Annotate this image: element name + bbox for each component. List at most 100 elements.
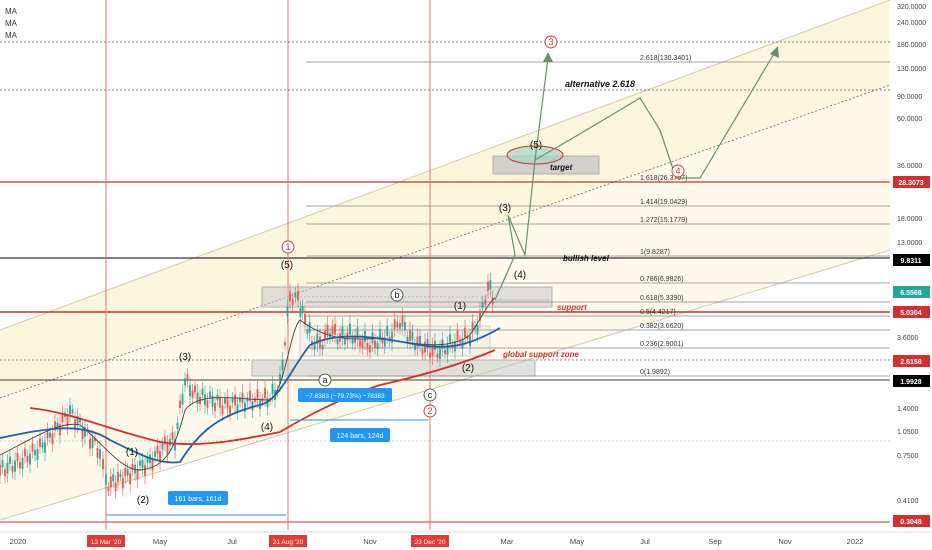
candle-body	[56, 422, 59, 428]
candle-body	[439, 348, 441, 360]
fib-label-1: 1.618(26.3797)	[640, 175, 687, 182]
price-badge-bg	[893, 286, 930, 298]
candle-body	[102, 459, 104, 470]
candle-body	[244, 402, 246, 412]
wave-label: (3)	[179, 352, 191, 363]
candle-body	[349, 323, 351, 335]
candle-body	[416, 336, 419, 348]
time-badge: 23 Dec '20	[415, 539, 446, 546]
annotation-bullish: bullish level	[563, 254, 610, 263]
annotation-target: target	[550, 163, 573, 172]
fib-label-4: 1(9.8287)	[640, 249, 670, 256]
candle-body	[186, 374, 189, 382]
time-tick: Mar	[501, 537, 514, 546]
ma-blue-line	[0, 327, 501, 464]
time-axis-bg	[0, 532, 932, 550]
candle-body	[308, 321, 311, 333]
candle-body	[171, 432, 174, 440]
fib-label-2: 1.414(19.0429)	[640, 199, 687, 206]
candle-body	[466, 335, 469, 339]
channel-fill	[0, 0, 890, 398]
candle-body	[313, 342, 316, 350]
candle-body	[99, 449, 101, 460]
candle-body	[184, 378, 186, 386]
candle-body	[419, 336, 421, 345]
wave-circle-c	[423, 388, 437, 402]
candle-body	[34, 449, 36, 456]
candle-body	[174, 439, 176, 451]
wave-label: (1)	[454, 301, 466, 312]
candle-body	[449, 334, 451, 344]
price-badge: 5.0304	[900, 310, 922, 317]
candle-body	[179, 400, 181, 408]
price-axis[interactable]: 320.0000 240.0000 180.0000 130.0000 90.0000 6…	[890, 0, 932, 532]
candle-body	[31, 443, 34, 452]
candle-body	[189, 385, 191, 397]
candle-body	[276, 389, 279, 393]
time-tick: May	[570, 537, 584, 546]
candle-body	[434, 340, 436, 350]
candle-body	[164, 436, 166, 445]
price-badge-bg	[893, 254, 930, 266]
candle-body	[136, 469, 139, 480]
price-tick: 0.4100	[897, 498, 919, 505]
candle-body	[409, 330, 411, 341]
candle-body	[194, 385, 196, 393]
fib-label-5: 0.786(6.9826)	[640, 276, 684, 283]
candle-body	[146, 457, 149, 463]
ma-red-line	[29, 349, 496, 445]
price-tick: 3.6000	[897, 335, 919, 342]
candle-body	[69, 405, 71, 415]
candle-body	[316, 333, 319, 344]
candle-body	[487, 281, 489, 292]
candle-body	[376, 342, 379, 350]
candle-body	[124, 467, 127, 477]
candle-body	[484, 299, 487, 305]
measure-badge-2-bg	[330, 428, 390, 442]
candle-body	[424, 341, 426, 353]
candle-body	[66, 415, 69, 427]
candle-body	[383, 337, 386, 347]
indicator-ma-2[interactable]: MA	[5, 19, 18, 28]
candle-body	[256, 389, 259, 400]
price-badge-bg	[893, 306, 930, 318]
candle-body	[304, 313, 306, 325]
price-tick: 13.0000	[897, 240, 922, 247]
candle-body	[356, 327, 359, 339]
candle-body	[251, 401, 254, 411]
candle-body	[36, 449, 39, 460]
time-axis[interactable]: 2020 May Jul Nov Mar May Jul Sep Nov 2022 13 Mar '…	[0, 531, 932, 550]
candle-body	[131, 464, 134, 470]
candle-body	[191, 390, 194, 398]
price-badge: 2.6158	[900, 359, 922, 366]
candle-body	[16, 453, 19, 461]
projection-paths	[106, 46, 779, 516]
indicator-ma-3[interactable]: MA	[5, 31, 18, 40]
candle-body	[393, 319, 396, 329]
candle-body	[96, 447, 99, 458]
candle-body	[71, 409, 74, 414]
candle-body	[41, 442, 44, 448]
channel-top-line	[0, 0, 891, 331]
candle-body	[264, 387, 266, 399]
candle-body	[109, 476, 112, 488]
price-tick: 180.0000	[897, 42, 926, 49]
candle-body	[156, 445, 159, 454]
candle-body	[297, 290, 299, 301]
wave-label: (4)	[514, 270, 526, 281]
candle-body	[79, 418, 81, 423]
candle-body	[444, 350, 446, 354]
price-badge: 1.9928	[900, 379, 922, 386]
price-tick: 1.0500	[897, 429, 919, 436]
candle-body	[319, 336, 321, 348]
candle-body	[9, 456, 11, 464]
price-tick: 240.0000	[897, 20, 926, 27]
candle-body	[481, 301, 484, 309]
wave-label: (1)	[126, 447, 138, 458]
indicator-ma-1[interactable]: MA	[5, 7, 18, 16]
candle-body	[279, 374, 281, 384]
fib-label-6: 0.618(5.3390)	[640, 295, 684, 302]
candle-body	[94, 438, 96, 442]
proj-main	[494, 57, 549, 301]
